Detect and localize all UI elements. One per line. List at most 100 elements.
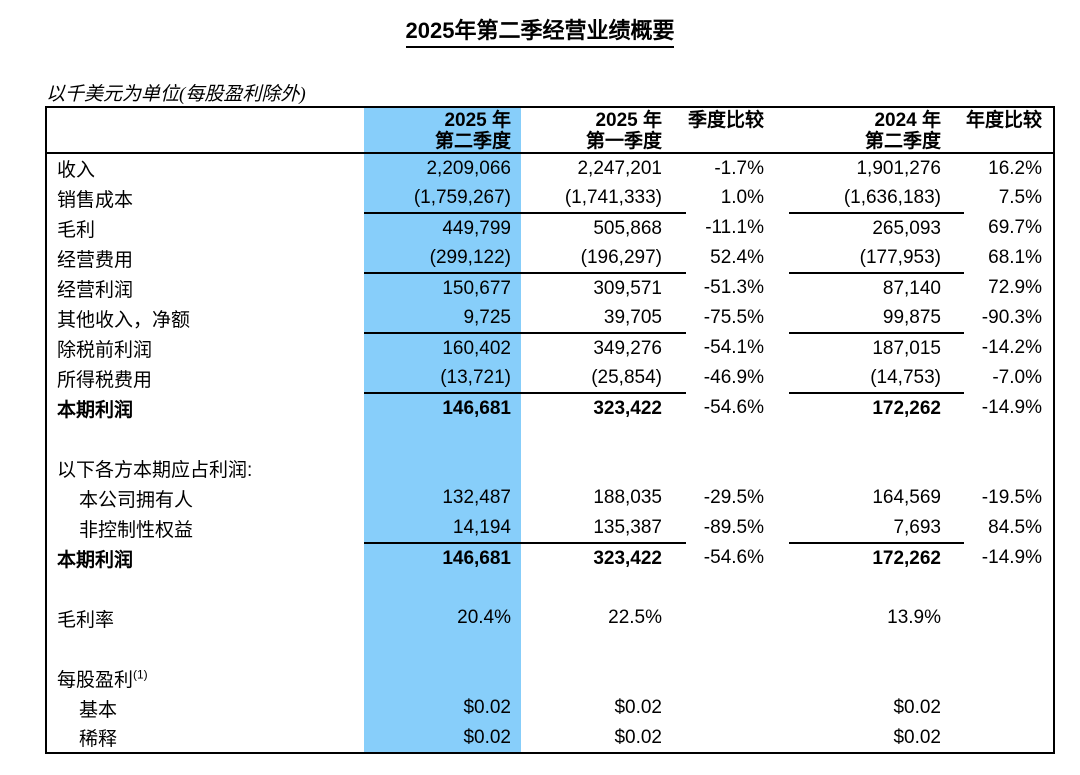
table-row: 所得税费用 (13,721) (25,854) -46.9% (14,753) … xyxy=(46,363,1054,394)
cell-yoy-change: -14.9% xyxy=(981,547,1042,568)
row-label: 本期利润 xyxy=(57,399,134,421)
row-label: 收入 xyxy=(57,160,96,181)
cell-2025-q1: (196,297) xyxy=(521,243,686,274)
cell-2025-q1: 2,247,201 xyxy=(577,157,662,179)
table-row: 收入 2,209,066 2,247,201 -1.7% 1,901,276 1… xyxy=(46,153,1054,183)
cell-2025-q1: (25,854) xyxy=(521,363,686,394)
cell-2025-q1: 505,868 xyxy=(593,217,662,239)
cell-qoq-change: -89.5% xyxy=(703,517,764,538)
row-label-cell: 非控制性权益 xyxy=(46,513,364,543)
header-quarter-line: 第二季度 xyxy=(864,131,941,152)
cell-qoq-change xyxy=(686,423,789,453)
cell-2024-q2 xyxy=(789,453,964,483)
cell-qoq-change: -75.5% xyxy=(703,307,764,328)
cell-yoy-change: 72.9% xyxy=(988,277,1042,298)
row-label: 以下各方本期应占利润: xyxy=(57,459,253,481)
cell-qoq-change xyxy=(686,453,789,483)
cell-2024-q2: (14,753) xyxy=(789,363,964,394)
table-row xyxy=(46,423,1054,453)
row-label-cell: 稀释 xyxy=(46,723,364,753)
cell-2024-q2: 13.9% xyxy=(887,607,941,628)
cell-2024-q2 xyxy=(789,423,964,453)
row-label: 本公司拥有人 xyxy=(79,489,194,511)
units-note: 以千美元为单位(每股盈利除外) xyxy=(46,84,306,105)
header-year-line: 2025 年 xyxy=(595,110,662,131)
cell-yoy-change xyxy=(964,573,1054,603)
row-label: 所得税费用 xyxy=(57,369,153,391)
cell-2025-q1 xyxy=(521,573,686,603)
cell-2025-q1: (1,741,333) xyxy=(521,183,686,214)
cell-2024-q2: 172,262 xyxy=(872,397,941,419)
row-label: 销售成本 xyxy=(57,189,134,211)
row-label-cell xyxy=(46,633,364,663)
cell-yoy-change: 69.7% xyxy=(988,217,1042,238)
cell-qoq-change xyxy=(686,573,789,603)
row-label: 非控制性权益 xyxy=(79,519,194,541)
cell-2024-q2: 7,693 xyxy=(789,513,964,544)
cell-2025-q1: 349,276 xyxy=(593,337,662,359)
cell-2024-q2: 1,901,276 xyxy=(856,157,941,179)
cell-2025-q2: 146,681 xyxy=(442,397,511,419)
cell-yoy-change: -14.9% xyxy=(981,397,1042,418)
cell-2025-q2: 160,402 xyxy=(442,337,511,359)
row-label-cell: 本期利润 xyxy=(46,543,364,573)
cell-2025-q2 xyxy=(364,423,521,453)
cell-2024-q2 xyxy=(789,573,964,603)
row-label-cell: 毛利率 xyxy=(46,603,364,633)
table-row xyxy=(46,633,1054,663)
header-year-line: 2025 年 xyxy=(444,110,511,131)
row-label-cell: 本期利润 xyxy=(46,393,364,423)
cell-2024-q2: 87,140 xyxy=(882,277,941,299)
cell-qoq-change xyxy=(686,663,789,693)
cell-2025-q2: 146,681 xyxy=(442,547,511,569)
cell-qoq-change: -54.6% xyxy=(703,397,764,418)
row-label-cell: 每股盈利(1) xyxy=(46,663,364,693)
cell-yoy-change: -7.0% xyxy=(992,367,1042,388)
cell-2025-q2: 9,725 xyxy=(364,303,521,334)
cell-qoq-change: -54.1% xyxy=(703,337,764,358)
cell-qoq-change xyxy=(686,633,789,663)
row-label-cell: 毛利 xyxy=(46,213,364,243)
cell-yoy-change: -90.3% xyxy=(981,307,1042,328)
cell-2025-q2: (13,721) xyxy=(364,363,521,394)
cell-2025-q1: 188,035 xyxy=(593,487,662,508)
cell-qoq-change: -54.6% xyxy=(703,547,764,568)
cell-yoy-change xyxy=(964,603,1054,633)
cell-yoy-change: -19.5% xyxy=(981,487,1042,508)
cell-2025-q2: 150,677 xyxy=(442,277,511,299)
cell-2025-q1: $0.02 xyxy=(614,726,662,748)
cell-2025-q2: 132,487 xyxy=(442,487,511,508)
table-row: 以下各方本期应占利润: xyxy=(46,453,1054,483)
cell-2025-q2: 2,209,066 xyxy=(426,157,511,179)
cell-2025-q2 xyxy=(364,453,521,483)
table-row: 每股盈利(1) xyxy=(46,663,1054,693)
row-label: 除税前利润 xyxy=(57,339,153,361)
cell-2024-q2: 99,875 xyxy=(789,303,964,334)
row-label-cell: 以下各方本期应占利润: xyxy=(46,453,364,483)
header-quarter-line: 第一季度 xyxy=(585,131,662,152)
row-label-cell: 经营费用 xyxy=(46,243,364,273)
table-header-row: 2025 年 第二季度 2025 年 第一季度 季度比较 2024 年 第二季度… xyxy=(46,107,1054,154)
row-label: 每股盈利 xyxy=(57,669,134,691)
cell-2024-q2: (1,636,183) xyxy=(789,183,964,214)
cell-yoy-change: 7.5% xyxy=(998,187,1042,208)
header-empty-cell xyxy=(46,107,364,154)
header-col-2024-q2: 2024 年 第二季度 xyxy=(789,107,964,154)
cell-qoq-change: -11.1% xyxy=(705,217,764,238)
row-label-cell: 所得税费用 xyxy=(46,363,364,393)
header-col-qoq-change: 季度比较 xyxy=(686,107,789,154)
row-label-cell: 基本 xyxy=(46,693,364,723)
footnote-ref: (1) xyxy=(133,667,148,682)
cell-yoy-change: 84.5% xyxy=(988,517,1042,538)
table-row: 毛利率 20.4% 22.5% 13.9% xyxy=(46,603,1054,633)
cell-2025-q1: 22.5% xyxy=(608,607,662,628)
cell-2025-q2: $0.02 xyxy=(463,726,511,748)
cell-2025-q1 xyxy=(521,663,686,693)
row-label-cell xyxy=(46,423,364,453)
row-label: 稀释 xyxy=(79,729,118,750)
row-label: 毛利 xyxy=(57,219,96,241)
cell-2024-q2: 172,262 xyxy=(872,547,941,569)
row-label-cell: 其他收入，净额 xyxy=(46,303,364,333)
financial-summary-table: 2025 年 第二季度 2025 年 第一季度 季度比较 2024 年 第二季度… xyxy=(45,106,1055,754)
cell-yoy-change xyxy=(964,423,1054,453)
